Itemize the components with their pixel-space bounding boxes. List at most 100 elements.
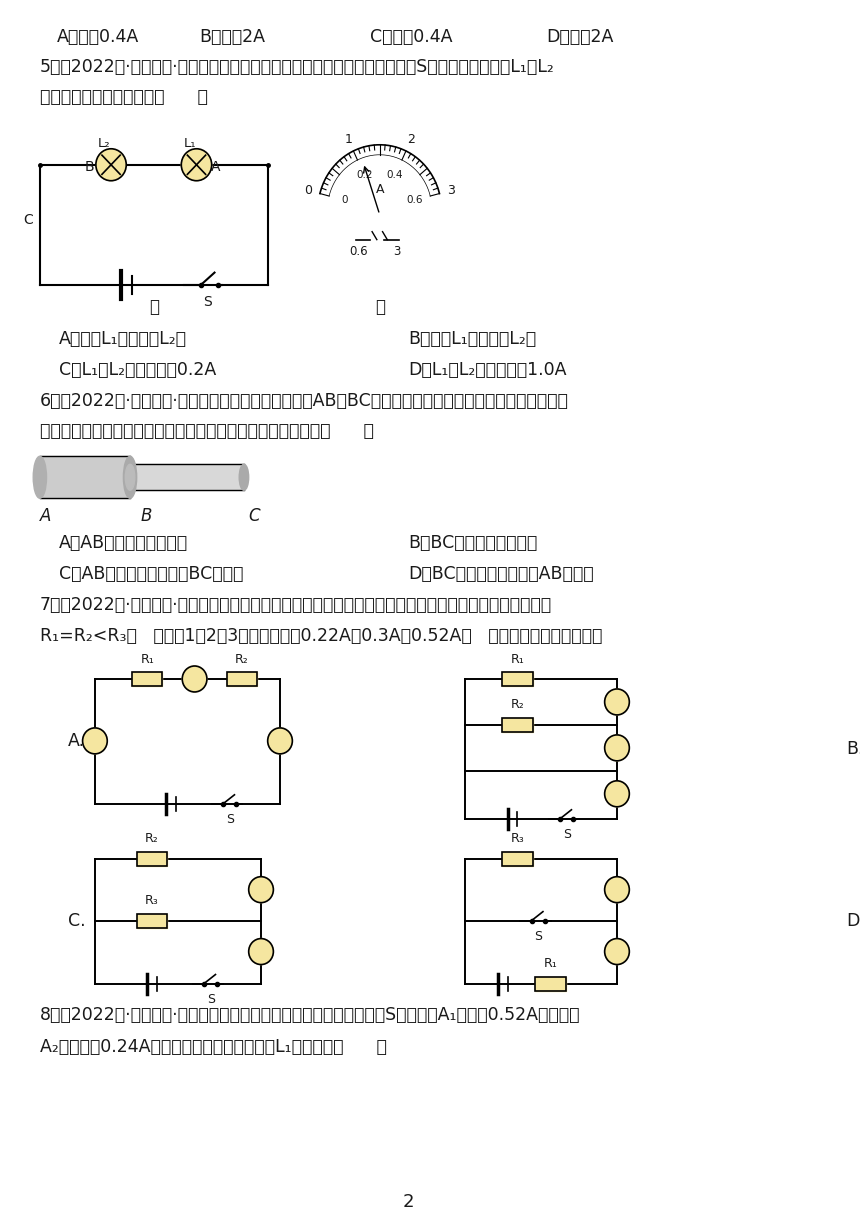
Ellipse shape (126, 465, 135, 490)
Text: A₁: A₁ (254, 884, 268, 897)
Text: C．L₁、L₂的电流都是0.2A: C．L₁、L₂的电流都是0.2A (58, 361, 216, 379)
Text: A₂: A₂ (610, 743, 624, 755)
Circle shape (605, 689, 630, 715)
Circle shape (83, 728, 108, 754)
Text: R₁: R₁ (544, 957, 557, 970)
Text: A: A (40, 507, 52, 525)
Text: R₂: R₂ (511, 698, 525, 711)
Text: B.: B. (847, 739, 860, 758)
Text: S: S (204, 294, 212, 309)
Circle shape (95, 148, 126, 181)
Text: R₁: R₁ (511, 653, 525, 665)
Text: B．经过L₁的电流比L₂小: B．经过L₁的电流比L₂小 (408, 330, 537, 348)
Circle shape (249, 877, 273, 902)
Text: 7．（2022秋·湖南株洲·九年级期末）小明在探究电路的电流规律实验时用了下列选项中的某个电路，已知: 7．（2022秋·湖南株洲·九年级期末）小明在探究电路的电流规律实验时用了下列选… (40, 596, 552, 614)
Text: A₁: A₁ (610, 697, 624, 709)
Bar (502, 672, 532, 686)
Bar (502, 672, 532, 686)
Bar (137, 913, 167, 928)
Circle shape (605, 734, 630, 761)
Bar (132, 672, 163, 686)
Text: 3: 3 (393, 246, 401, 258)
Text: A₂: A₂ (187, 674, 202, 687)
Bar (40, 456, 130, 499)
Bar (536, 976, 566, 991)
Text: 0: 0 (304, 184, 312, 197)
Text: D．小于2A: D．小于2A (546, 28, 613, 46)
Text: A: A (376, 184, 384, 196)
Text: A．等于0.4A: A．等于0.4A (57, 28, 139, 46)
Text: 更亮，下列说法正确的是（      ）: 更亮，下列说法正确的是（ ） (40, 88, 208, 106)
Circle shape (267, 728, 292, 754)
Text: A₁: A₁ (610, 884, 624, 897)
Text: R₃: R₃ (511, 832, 525, 845)
Text: A₃: A₃ (273, 736, 287, 748)
Bar (137, 913, 167, 928)
Text: C．小于0.4A: C．小于0.4A (370, 28, 452, 46)
Text: 1: 1 (344, 133, 352, 146)
Text: R₂: R₂ (235, 653, 249, 665)
Text: A.: A. (68, 732, 85, 750)
Circle shape (249, 939, 273, 964)
Bar (502, 717, 532, 732)
Ellipse shape (34, 456, 46, 499)
Text: R₃: R₃ (145, 894, 159, 907)
Text: A．经过L₁的电流比L₂大: A．经过L₁的电流比L₂大 (58, 330, 187, 348)
Bar (132, 672, 163, 686)
Bar (502, 717, 532, 732)
Circle shape (181, 148, 212, 181)
Text: A₂的示数为0.24A，根据电流规律，则通过灯L₁的电流是（      ）: A₂的示数为0.24A，根据电流规律，则通过灯L₁的电流是（ ） (40, 1038, 387, 1057)
Text: D．BC段电阻大，电流与AB段相等: D．BC段电阻大，电流与AB段相等 (408, 565, 593, 584)
Text: C: C (249, 507, 261, 525)
Text: A₂: A₂ (254, 946, 268, 959)
Bar (227, 672, 257, 686)
Circle shape (605, 877, 630, 902)
Text: R₂: R₂ (145, 832, 159, 845)
Circle shape (182, 666, 207, 692)
Text: A．AB段电阻大，电流小: A．AB段电阻大，电流小 (58, 534, 188, 552)
Text: 0.4: 0.4 (387, 170, 403, 180)
Text: 0.6: 0.6 (407, 196, 423, 206)
Text: L₂: L₂ (98, 136, 111, 150)
Text: 0.2: 0.2 (356, 170, 372, 180)
Text: 0.6: 0.6 (349, 246, 368, 258)
Text: A: A (211, 159, 220, 174)
Bar (137, 851, 167, 866)
Text: D.: D. (847, 912, 860, 929)
Text: R₁: R₁ (140, 653, 154, 665)
Text: D．L₁、L₂的电流都是1.0A: D．L₁、L₂的电流都是1.0A (408, 361, 567, 379)
Text: B．BC段电阻大，电流小: B．BC段电阻大，电流小 (408, 534, 538, 552)
Text: S: S (562, 828, 571, 840)
Text: C.: C. (68, 912, 86, 929)
Text: 2: 2 (402, 1193, 414, 1211)
Text: S: S (225, 812, 234, 826)
Bar (536, 976, 566, 991)
Text: C．AB段电阻大，电流与BC段相等: C．AB段电阻大，电流与BC段相等 (58, 565, 243, 584)
Ellipse shape (123, 456, 137, 499)
Text: 2: 2 (408, 133, 415, 146)
Text: 6．（2022秋·湖南永州·九年级统考期末）如图所示，AB和BC是由同种材料制成的长度相同、横截面积不: 6．（2022秋·湖南永州·九年级统考期末）如图所示，AB和BC是由同种材料制成… (40, 393, 568, 411)
Text: B: B (140, 507, 152, 525)
Bar (130, 465, 244, 490)
Bar (137, 851, 167, 866)
Text: C: C (23, 213, 34, 226)
Bar (502, 851, 532, 866)
Circle shape (605, 939, 630, 964)
Text: 8．（2022秋·湖南永州·九年级统考期末）如图所示电路图，闭合开关S，电流表A₁的示数0.52A，电流表: 8．（2022秋·湖南永州·九年级统考期末）如图所示电路图，闭合开关S，电流表A… (40, 1007, 580, 1025)
Text: 同的两段导体，将它们串联后连入电路中，下列说法正确的是（      ）: 同的两段导体，将它们串联后连入电路中，下列说法正确的是（ ） (40, 422, 374, 440)
Text: A₁: A₁ (88, 736, 102, 748)
Text: S: S (206, 992, 215, 1006)
Text: A₃: A₃ (610, 788, 624, 801)
Text: 3: 3 (447, 184, 455, 197)
Bar (227, 672, 257, 686)
Text: B．等于2A: B．等于2A (200, 28, 266, 46)
Text: B: B (84, 159, 94, 174)
Bar (502, 851, 532, 866)
Text: S: S (534, 929, 542, 942)
Circle shape (605, 781, 630, 806)
Text: 甲: 甲 (149, 298, 159, 315)
Text: L₁: L₁ (183, 136, 196, 150)
Text: A₂: A₂ (610, 946, 624, 959)
Ellipse shape (239, 465, 249, 490)
Text: 乙: 乙 (375, 298, 384, 315)
